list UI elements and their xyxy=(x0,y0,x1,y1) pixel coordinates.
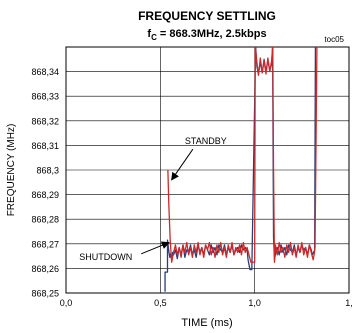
y-tick-label: 868,32 xyxy=(31,116,59,126)
y-axis-label: FREQUENCY (MHz) xyxy=(6,124,17,217)
y-tick-label: 868,33 xyxy=(31,92,59,102)
x-tick-label: 0,5 xyxy=(154,298,167,308)
y-tick-label: 868,28 xyxy=(31,215,59,225)
y-tick-label: 868,27 xyxy=(31,239,59,249)
y-tick-label: 868,25 xyxy=(31,289,59,299)
figure-tag: toc05 xyxy=(324,35,344,44)
chart-title: FREQUENCY SETTLING xyxy=(138,9,276,23)
y-tick-label: 868,29 xyxy=(31,190,59,200)
y-tick-label: 868,31 xyxy=(31,141,59,151)
annotation-label: SHUTDOWN xyxy=(79,252,132,262)
x-axis-label: TIME (ms) xyxy=(181,317,232,329)
series-line-1 xyxy=(167,47,318,263)
x-tick-label: 0,0 xyxy=(60,298,73,308)
annotation-arrow xyxy=(141,241,170,255)
y-tick-label: 868,3 xyxy=(36,166,59,176)
y-tick-labels: 868,25 868,26 868,27 868,28 868,29 868,3 868,3… xyxy=(31,67,59,298)
plot-frame xyxy=(65,46,350,294)
annotation-label: STANDBY xyxy=(185,136,227,146)
annotations: STANDBY SHUTDOWN xyxy=(79,136,226,262)
chart-subtitle: fC = 868.3MHz, 2.5kbps xyxy=(147,28,266,42)
x-tick-label: 1,0 xyxy=(248,298,261,308)
x-tick-labels: 0,0 0,5 1,0 1, xyxy=(60,298,352,308)
annotation-arrow xyxy=(171,148,194,181)
x-tick-label: 1, xyxy=(345,298,352,308)
series-lines xyxy=(164,47,318,292)
y-tick-label: 868,26 xyxy=(31,264,59,274)
y-tick-label: 868,34 xyxy=(31,67,59,77)
